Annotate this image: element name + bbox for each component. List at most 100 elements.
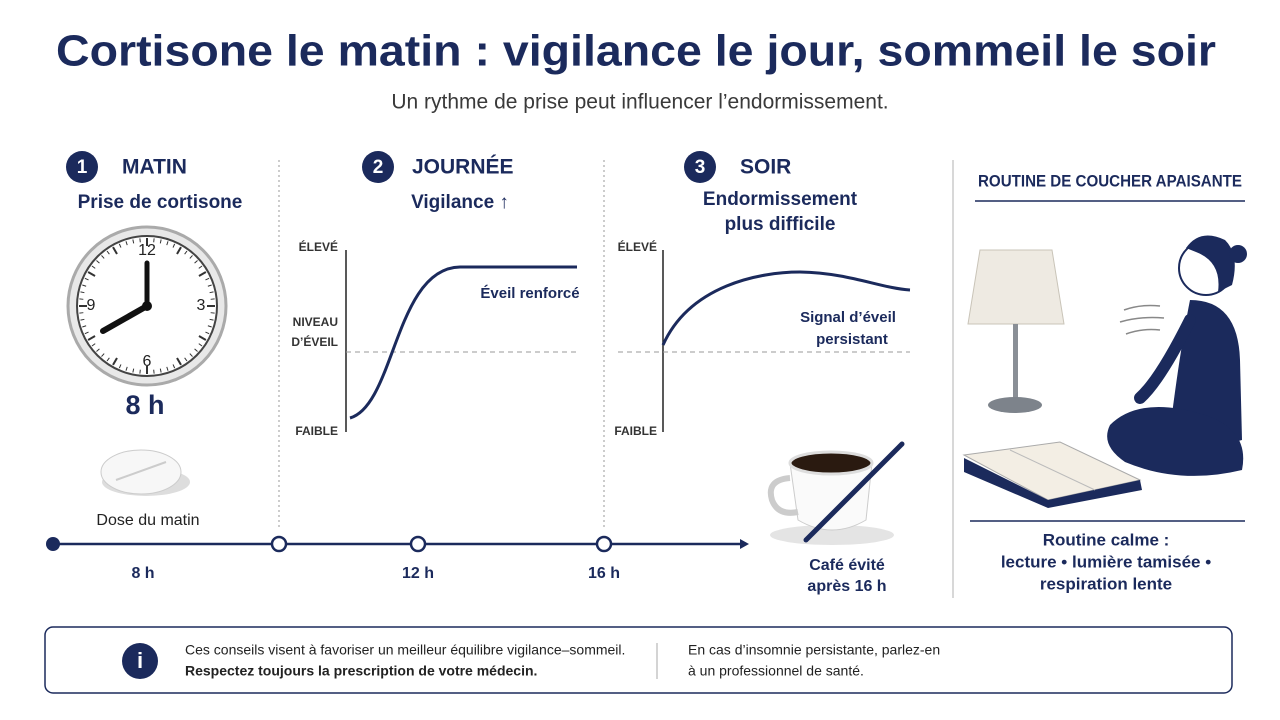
- saucer: [770, 525, 894, 545]
- pill-caption: Dose du matin: [96, 512, 199, 529]
- clock-number: 9: [87, 297, 96, 314]
- clock-number: 6: [143, 353, 152, 370]
- clock-tick: [166, 366, 169, 371]
- forbidden-slash: [803, 441, 905, 543]
- axis-high: ÉLEVÉ: [299, 239, 338, 254]
- curve-label: Signal d’éveil: [800, 309, 896, 326]
- clock-tick: [96, 260, 100, 264]
- title: Cortisone le matin : vigilance le jour, …: [56, 27, 1216, 76]
- clock-tick: [209, 318, 214, 321]
- arousal-curve: [349, 265, 577, 420]
- clock-tick: [176, 246, 182, 255]
- clock-tick: [184, 250, 188, 255]
- clock-tick: [106, 250, 110, 255]
- clock-tick: [96, 348, 100, 352]
- step-number: 3: [695, 157, 706, 178]
- axis-low: FAIBLE: [295, 424, 338, 438]
- clock-tick: [91, 343, 96, 347]
- clock-tick: [172, 243, 176, 248]
- time-label: 8 h: [125, 390, 164, 420]
- routine-caption: lecture • lumière tamisée •: [1001, 552, 1211, 571]
- clock-tick: [112, 246, 118, 255]
- clock-tick: [82, 325, 87, 328]
- curve-label: Éveil renforcé: [480, 285, 579, 302]
- timeline-label: 12 h: [402, 565, 434, 582]
- lamp-stem: [1013, 324, 1018, 400]
- clock-tick: [106, 357, 110, 362]
- footer-box: [44, 626, 1233, 694]
- clock-tick: [87, 335, 96, 341]
- axis-high: ÉLEVÉ: [618, 239, 657, 254]
- timeline-arrow: [740, 539, 749, 549]
- section-subheading: plus difficile: [725, 214, 836, 235]
- info-icon-label: i: [137, 648, 143, 673]
- lamp-shade: [967, 249, 1065, 325]
- timeline-point: [270, 535, 288, 553]
- step-number: 2: [373, 157, 384, 178]
- clock-tick: [91, 265, 96, 269]
- coffee: [788, 450, 874, 476]
- clock-tick: [207, 325, 212, 328]
- book: [962, 441, 1142, 508]
- clock-tick: [176, 357, 182, 366]
- footer-advice: En cas d’insomnie persistante, parlez-en: [688, 642, 940, 658]
- clock-tick: [194, 260, 198, 264]
- coffee-caption: Café évité: [809, 557, 885, 574]
- clock-tick: [132, 368, 135, 373]
- clock-tick: [189, 255, 193, 259]
- clock-tick: [205, 331, 210, 335]
- clock-tick: [125, 366, 128, 371]
- step-badge: [684, 151, 716, 183]
- clock-ticks: [79, 238, 215, 374]
- timeline-label: 16 h: [588, 565, 620, 582]
- clock-tick: [198, 265, 203, 269]
- clock-tick: [159, 239, 162, 244]
- hour-hand: [100, 303, 150, 334]
- clock-tick: [184, 357, 188, 362]
- clock-tick: [118, 243, 122, 248]
- clock-tick: [132, 239, 135, 244]
- clock-tick: [189, 353, 193, 357]
- lamp: [967, 249, 1065, 413]
- axis-low: FAIBLE: [614, 424, 657, 438]
- section-subheading: Endormissement: [703, 189, 858, 210]
- clock-tick: [209, 291, 214, 294]
- clock-tick: [101, 353, 105, 357]
- clock-tick: [207, 284, 212, 287]
- timeline-point: [595, 535, 613, 553]
- clock-tick: [101, 255, 105, 259]
- breath: [1119, 304, 1165, 335]
- coffee-cup: [767, 441, 905, 545]
- routine-caption: respiration lente: [1040, 574, 1172, 593]
- step-number: 1: [77, 157, 88, 178]
- info-icon: [122, 643, 158, 679]
- cup: [789, 462, 873, 531]
- clock-tick: [166, 241, 169, 246]
- section-subheading: Vigilance ↑: [411, 192, 509, 213]
- hair-bun: [1229, 245, 1247, 263]
- footer-note: Respectez toujours la prescription de vo…: [185, 663, 537, 679]
- clock-tick: [118, 364, 122, 369]
- routine-title: ROUTINE DE COUCHER APAISANTE: [978, 171, 1242, 190]
- clock: 12 3 6 9: [66, 225, 228, 387]
- step-badge: [66, 151, 98, 183]
- clock-tick: [82, 284, 87, 287]
- cup-handle: [767, 475, 799, 516]
- lamp-base: [988, 397, 1042, 413]
- clock-tick: [198, 335, 207, 341]
- clock-tick: [198, 343, 203, 347]
- timeline-point: [409, 535, 427, 553]
- clock-tick: [205, 277, 210, 281]
- book-cover: [964, 458, 1142, 508]
- hair: [1186, 235, 1235, 292]
- section-heading: SOIR: [740, 156, 791, 179]
- timeline-label: 8 h: [131, 565, 154, 582]
- clock-center: [142, 301, 152, 311]
- coffee-caption: après 16 h: [807, 578, 886, 595]
- footer-note: Ces conseils visent à favoriser un meill…: [185, 642, 625, 658]
- routine-caption: Routine calme :: [1043, 530, 1170, 549]
- person: [1107, 235, 1247, 476]
- axis-title: D’ÉVEIL: [291, 334, 338, 349]
